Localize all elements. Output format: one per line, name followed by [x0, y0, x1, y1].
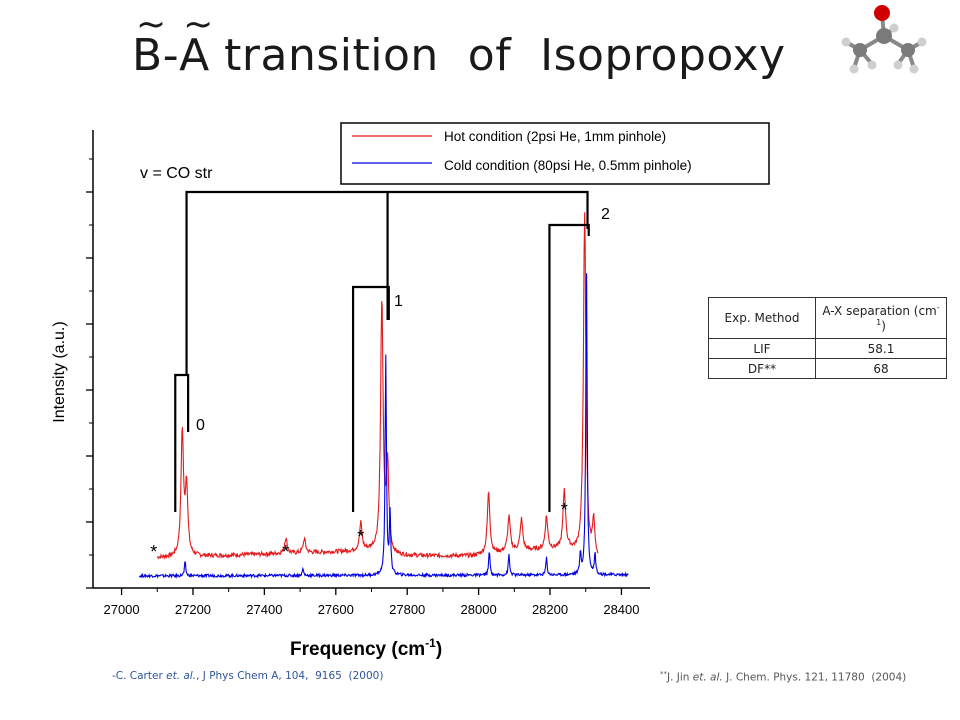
- x-tick-label: 28000: [461, 602, 497, 617]
- citation-right-mark: **: [660, 670, 667, 678]
- table-cell-method: LIF: [708, 338, 816, 359]
- citation-carter: -C. Carter et. al., J Phys Chem A, 104, …: [112, 670, 383, 682]
- legend-label-hot: Hot condition (2psi He, 1mm pinhole): [444, 129, 666, 144]
- separation-header-close: ): [881, 319, 886, 333]
- legend-frame: [340, 122, 770, 185]
- citation-right-journal: J. Chem. Phys. 121, 11780 (2004): [722, 671, 907, 684]
- y-axis-label: Intensity (a.u.): [51, 321, 68, 422]
- citation-left-authors: -C. Carter: [112, 670, 167, 682]
- citation-left-journal: , J Phys Chem A, 104, 9165 (2000): [196, 670, 384, 682]
- x-axis-label: Frequency (cm-1): [290, 636, 442, 660]
- tilde-mark: ~: [183, 4, 214, 45]
- table-row: DF** 68: [708, 358, 947, 379]
- title-b-tilde: ~ B: [132, 4, 166, 81]
- citation-jin: **J. Jin et. al. J. Chem. Phys. 121, 117…: [660, 670, 906, 684]
- progression-bracket: [386, 190, 589, 320]
- table-header-separation: A-X separation (cm-1): [815, 297, 947, 339]
- table-cell-value: 58.1: [815, 338, 947, 359]
- title-a-tilde: ~ A: [179, 4, 213, 81]
- x-tick-label: 27800: [389, 602, 425, 617]
- table-row: LIF 58.1: [708, 338, 947, 359]
- separation-table: Exp. Method A-X separation (cm-1) LIF 58…: [708, 297, 947, 379]
- level-label: 2: [601, 206, 610, 223]
- level-bracket: [174, 373, 190, 512]
- asterisk-marker: *: [282, 542, 289, 562]
- title-letter-b: B: [132, 30, 163, 81]
- slide-title: ~ B- ~ A transition of Isopropoxy: [132, 4, 786, 81]
- progression-label: v = CO str: [140, 165, 213, 182]
- level-bracket: [548, 223, 590, 512]
- x-tick-label: 27600: [318, 602, 354, 617]
- series-line-hot: [156, 212, 599, 560]
- separation-header-text: A-X separation (cm: [822, 304, 937, 318]
- table-cell-method: DF**: [708, 358, 816, 379]
- level-label: 0: [196, 417, 205, 434]
- x-tick-label: 27400: [246, 602, 282, 617]
- citation-left-etal: et. al.: [166, 670, 197, 682]
- asterisk-marker: *: [357, 527, 364, 547]
- series-line-cold: [138, 273, 629, 580]
- title-letter-a: A: [179, 30, 210, 81]
- asterisk-marker: *: [561, 500, 568, 520]
- citation-right-authors: J. Jin: [667, 671, 693, 684]
- table-header-method: Exp. Method: [708, 297, 816, 339]
- title-text: transition of Isopropoxy: [209, 30, 786, 81]
- isopropoxy-molecule-image: [841, 5, 927, 74]
- x-axis-label-main: Frequency (cm: [290, 639, 425, 660]
- axes: 27000 27200 27400 27600 27800 28000 28200 28400: [86, 130, 650, 617]
- level-bracket: [351, 285, 390, 512]
- progression-annotations: 0 1 2 v = CO str * * * *: [140, 165, 610, 562]
- legend: Hot condition (2psi He, 1mm pinhole) Col…: [340, 122, 770, 185]
- series-lines: [138, 212, 629, 580]
- table-cell-value: 68: [815, 358, 947, 379]
- x-tick-label: 27000: [103, 602, 139, 617]
- tilde-mark: ~: [136, 4, 167, 45]
- x-axis-label-close: ): [436, 639, 442, 660]
- citation-right-etal: et. al.: [692, 671, 723, 684]
- asterisk-marker: *: [150, 542, 157, 562]
- x-tick-label: 28200: [532, 602, 568, 617]
- table-header-row: Exp. Method A-X separation (cm-1): [708, 297, 947, 339]
- title-dash: -: [162, 30, 180, 81]
- separation-header-sup: -1: [876, 303, 940, 327]
- x-tick-label: 28400: [603, 602, 639, 617]
- level-label: 1: [394, 293, 403, 310]
- x-tick-label: 27200: [175, 602, 211, 617]
- x-axis-label-sup: -1: [425, 636, 436, 650]
- legend-label-cold: Cold condition (80psi He, 0.5mm pinhole): [444, 158, 692, 173]
- progression-bracket: [185, 190, 388, 375]
